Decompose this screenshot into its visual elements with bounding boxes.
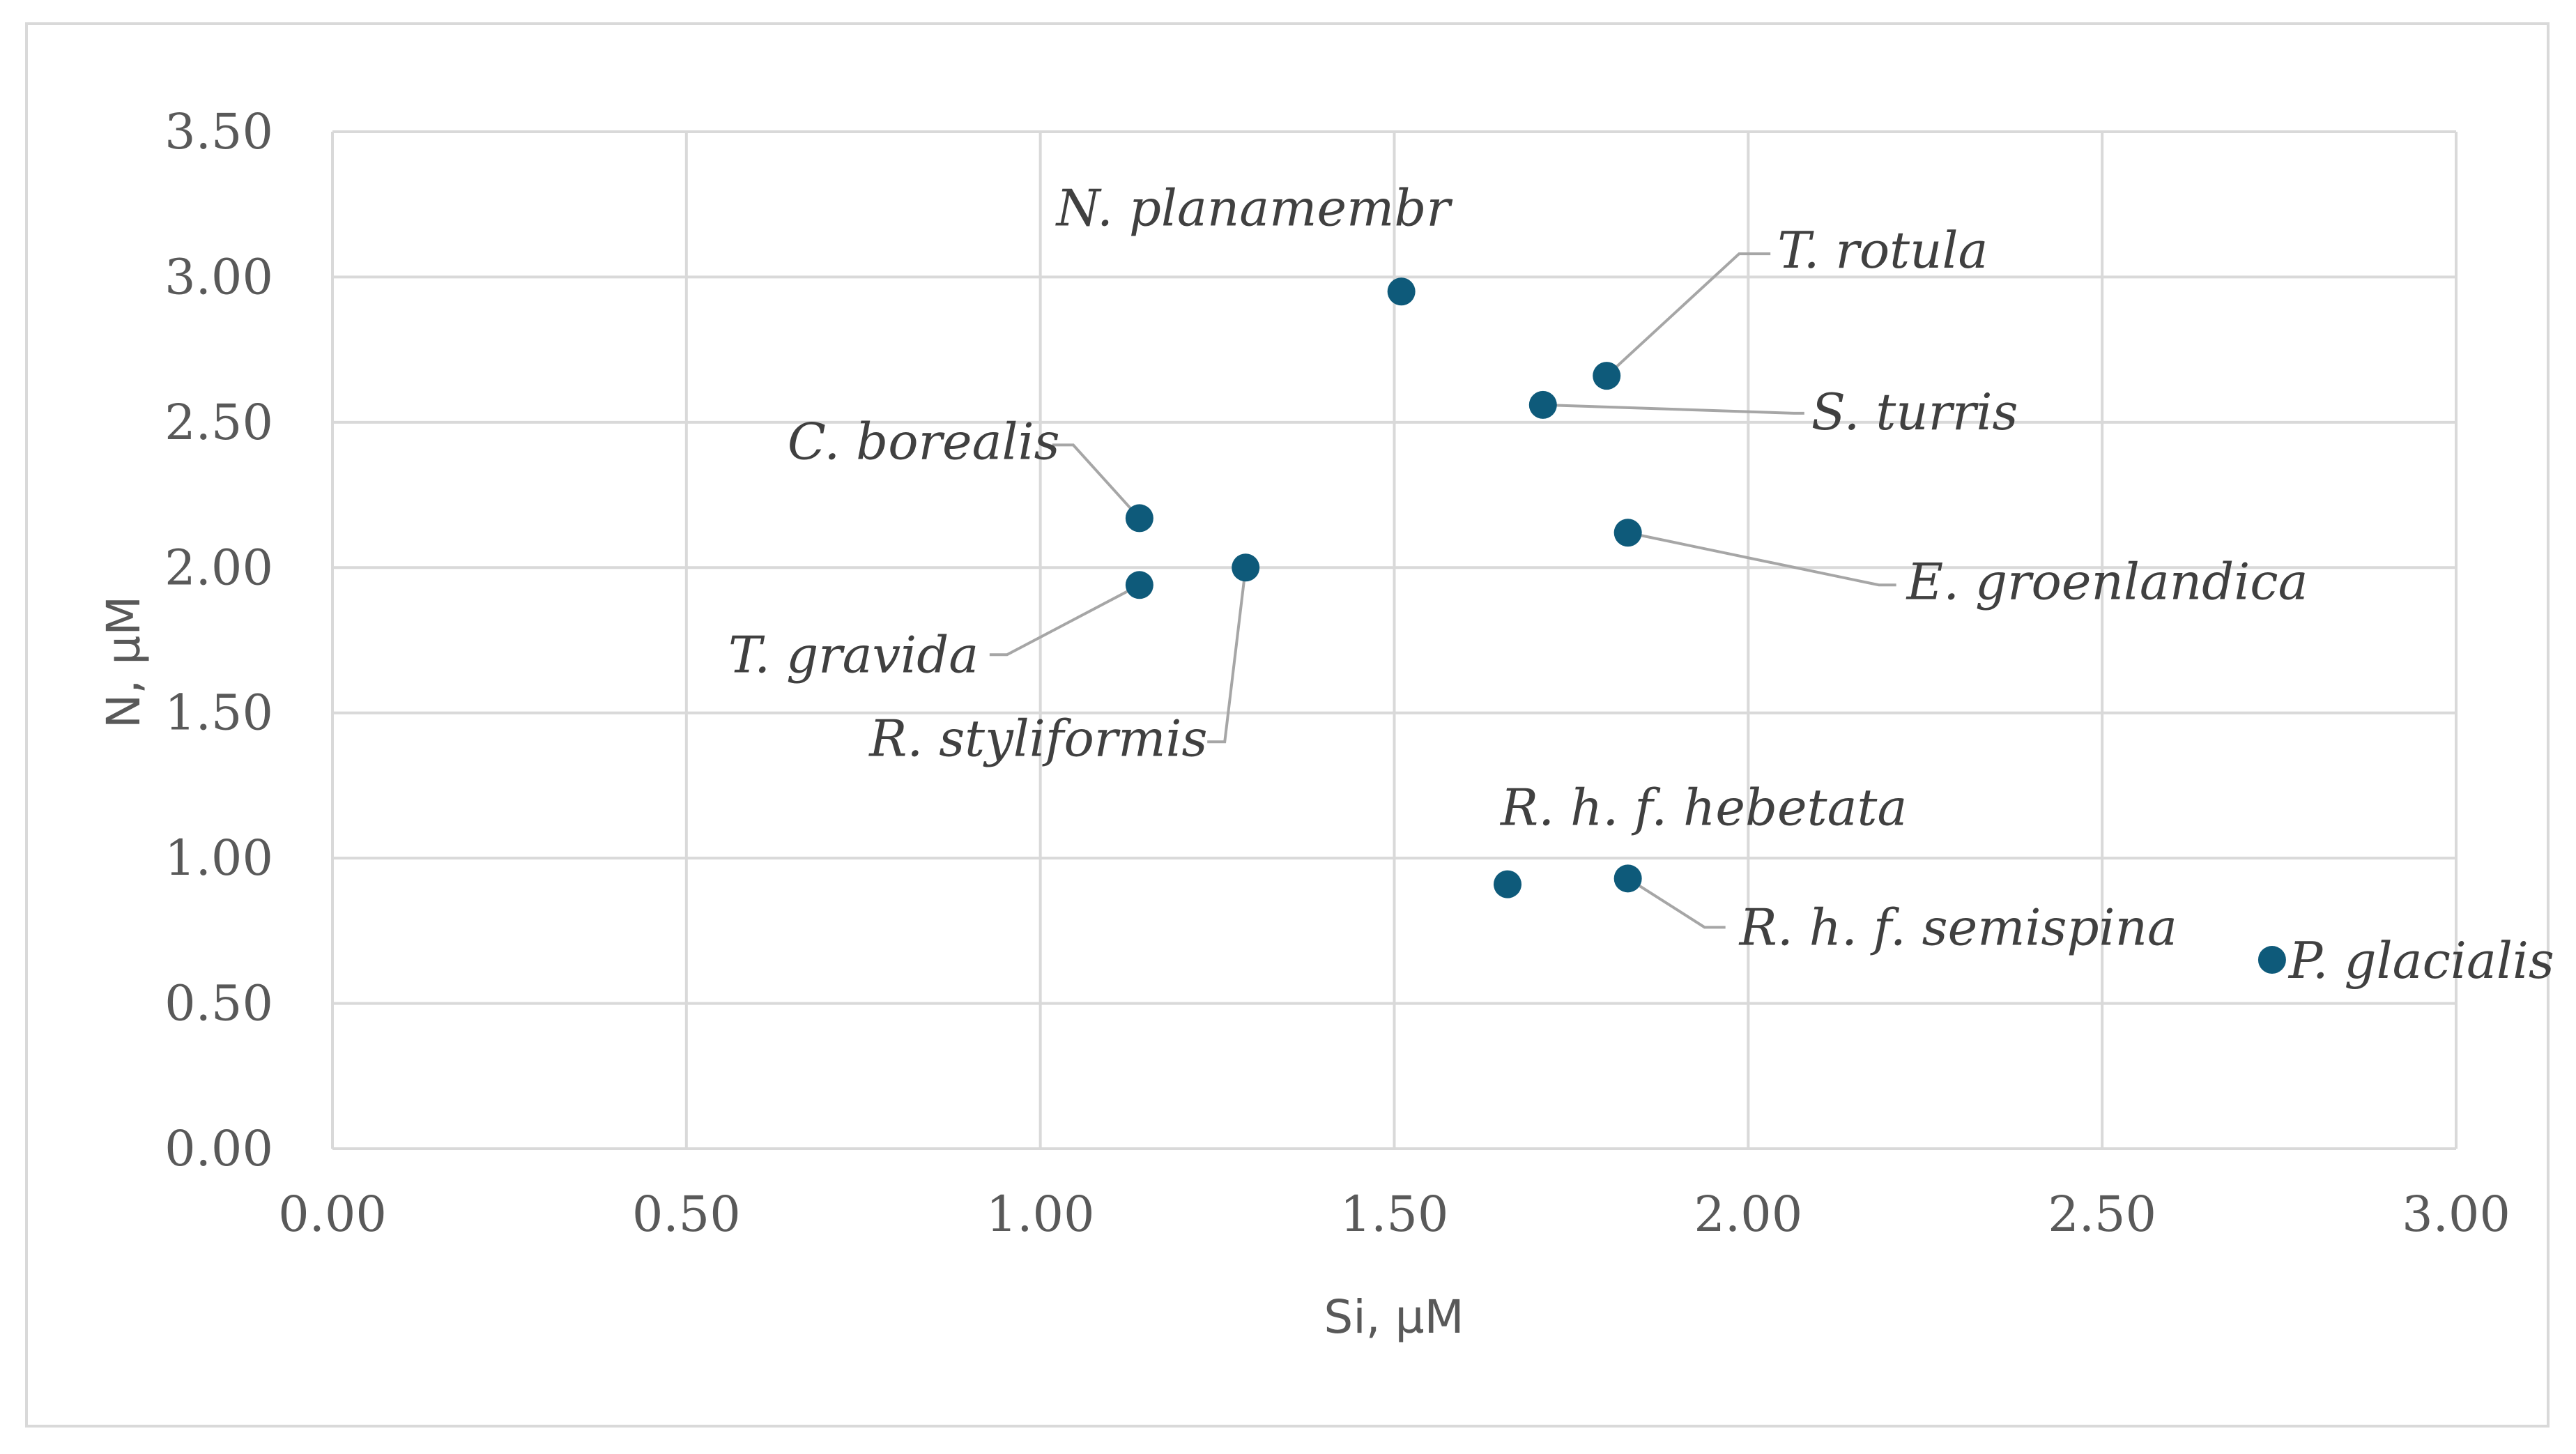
data-point [1232,553,1260,582]
x-axis-title: Si, µM [1324,1290,1464,1344]
data-point [1613,519,1642,547]
leader-lines [989,252,1896,929]
point-label: R. h. f. semispina [1738,898,2177,956]
leader-line [1052,443,1141,519]
data-point [1387,277,1416,306]
point-label: N. planamembr [1055,178,1453,237]
chart-frame [25,22,2550,1428]
x-tick-label: 0.00 [278,1186,387,1243]
data-point [1528,390,1557,419]
y-tick-label: 2.00 [164,539,273,596]
point-label: T. rotula [1777,221,1988,280]
point-label: C. borealis [788,412,1060,470]
point-label: T. gravida [728,625,979,684]
data-points [1125,277,2286,974]
leader-line [1605,252,1771,377]
point-label: S. turris [1811,383,2018,441]
point-label: R. styliformis [868,709,1207,767]
leader-line [1627,877,1726,929]
data-point [1125,504,1153,533]
leader-line [989,583,1140,657]
y-tick-label: 0.00 [164,1120,273,1177]
leader-line [1542,403,1804,415]
point-labels: N. planamembr T. rotula S. turris C. boreal… [728,178,2554,990]
y-tick-label: 0.50 [164,975,273,1032]
x-tick-label: 2.50 [2048,1186,2156,1243]
y-tick-label: 1.50 [164,684,273,742]
x-tick-label: 3.00 [2402,1186,2510,1243]
x-tick-label: 1.00 [986,1186,1095,1243]
point-label: R. h. f. hebetata [1499,779,1907,837]
y-tick-label: 3.00 [164,248,273,305]
x-tick-label: 1.50 [1340,1186,1449,1243]
grid [331,130,2458,1150]
point-label: E. groenlandica [1906,552,2308,611]
y-axis-title: N, µM [97,596,151,728]
leader-line [1627,531,1896,587]
x-tick-label: 0.50 [632,1186,741,1243]
y-axis-ticks: 0.00 0.50 1.00 1.50 2.00 2.50 3.00 3.50 [164,103,273,1177]
y-tick-label: 2.50 [164,394,273,451]
y-tick-label: 3.50 [164,103,273,160]
x-axis-ticks: 0.00 0.50 1.00 1.50 2.00 2.50 3.00 [278,1186,2510,1243]
data-point [1593,362,1621,390]
y-tick-label: 1.00 [164,829,273,887]
x-tick-label: 2.00 [1694,1186,1802,1243]
data-point [1494,870,1522,898]
leader-line [1207,567,1248,744]
data-point [1125,571,1153,599]
data-point [1613,864,1642,893]
data-point [2257,946,2286,974]
point-label: P. glacialis [2287,931,2554,990]
